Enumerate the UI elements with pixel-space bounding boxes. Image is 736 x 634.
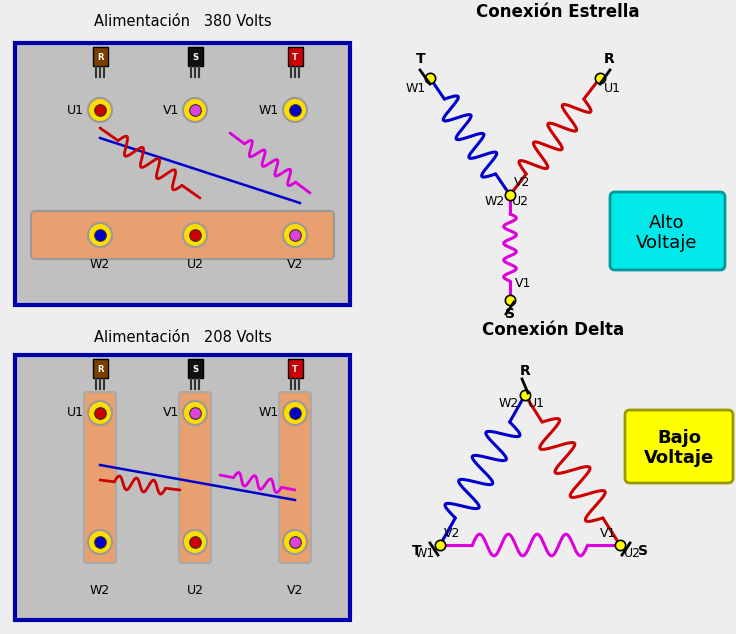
Point (94, 537, 106, 547)
Text: S: S (192, 53, 198, 61)
FancyBboxPatch shape (93, 46, 107, 65)
Text: T: T (292, 365, 298, 373)
Text: U1: U1 (67, 406, 84, 420)
Text: V2: V2 (287, 259, 303, 271)
Text: V2: V2 (287, 583, 303, 597)
FancyBboxPatch shape (84, 392, 116, 563)
Point (289, 230, 301, 240)
FancyBboxPatch shape (188, 358, 202, 377)
Point (424, 73, 436, 83)
Point (504, 295, 516, 305)
Text: V1: V1 (515, 277, 531, 290)
Text: S: S (638, 544, 648, 558)
Text: S: S (505, 307, 515, 321)
Point (289, 537, 301, 547)
Text: Bajo
Voltaje: Bajo Voltaje (644, 429, 714, 467)
Text: W1: W1 (259, 406, 279, 420)
Circle shape (88, 401, 112, 425)
FancyBboxPatch shape (288, 358, 302, 377)
Point (189, 105, 201, 115)
Text: U2: U2 (186, 583, 203, 597)
Point (289, 105, 301, 115)
Text: V2: V2 (444, 527, 461, 540)
FancyBboxPatch shape (288, 46, 302, 65)
Text: W2: W2 (499, 397, 519, 410)
Circle shape (283, 98, 307, 122)
Text: W2: W2 (90, 583, 110, 597)
Text: V2: V2 (514, 176, 531, 189)
Circle shape (88, 530, 112, 554)
Text: R: R (604, 52, 615, 66)
Text: U1: U1 (604, 82, 621, 95)
Text: V1: V1 (163, 406, 179, 420)
Point (94, 105, 106, 115)
Text: Alto
Voltaje: Alto Voltaje (636, 214, 698, 252)
FancyBboxPatch shape (15, 43, 350, 305)
Text: U2: U2 (512, 195, 529, 208)
Circle shape (283, 223, 307, 247)
Text: Conexión Delta: Conexión Delta (482, 321, 624, 339)
Point (189, 408, 201, 418)
Text: W2: W2 (485, 195, 505, 208)
Text: R: R (520, 364, 531, 378)
Point (94, 230, 106, 240)
Point (94, 408, 106, 418)
Text: T: T (412, 544, 422, 558)
Text: U1: U1 (528, 397, 545, 410)
Circle shape (283, 401, 307, 425)
Text: Conexión Estrella: Conexión Estrella (476, 3, 640, 21)
Circle shape (283, 530, 307, 554)
Point (594, 73, 606, 83)
Text: W2: W2 (90, 259, 110, 271)
Circle shape (183, 98, 207, 122)
Text: U2: U2 (624, 547, 641, 560)
Text: U2: U2 (186, 259, 203, 271)
Text: T: T (292, 53, 298, 61)
Text: W1: W1 (415, 547, 435, 560)
Text: R: R (96, 365, 103, 373)
FancyBboxPatch shape (279, 392, 311, 563)
Text: Alimentación   380 Volts: Alimentación 380 Volts (93, 15, 272, 30)
FancyBboxPatch shape (610, 192, 725, 270)
FancyBboxPatch shape (31, 211, 334, 259)
Point (189, 537, 201, 547)
FancyBboxPatch shape (93, 358, 107, 377)
Text: W1: W1 (406, 82, 426, 95)
Circle shape (88, 223, 112, 247)
Text: W1: W1 (259, 103, 279, 117)
Point (189, 230, 201, 240)
FancyBboxPatch shape (188, 46, 202, 65)
Point (614, 540, 626, 550)
Circle shape (183, 530, 207, 554)
Text: S: S (192, 365, 198, 373)
Circle shape (183, 401, 207, 425)
Text: Alimentación   208 Volts: Alimentación 208 Volts (93, 330, 272, 346)
Text: U1: U1 (67, 103, 84, 117)
Text: V1: V1 (163, 103, 179, 117)
Point (434, 540, 446, 550)
Point (504, 190, 516, 200)
Text: R: R (96, 53, 103, 61)
FancyBboxPatch shape (179, 392, 211, 563)
Circle shape (88, 98, 112, 122)
Text: T: T (417, 52, 426, 66)
FancyBboxPatch shape (625, 410, 733, 483)
Text: V1: V1 (600, 527, 616, 540)
Point (519, 390, 531, 400)
Point (289, 408, 301, 418)
Circle shape (183, 223, 207, 247)
FancyBboxPatch shape (15, 355, 350, 620)
